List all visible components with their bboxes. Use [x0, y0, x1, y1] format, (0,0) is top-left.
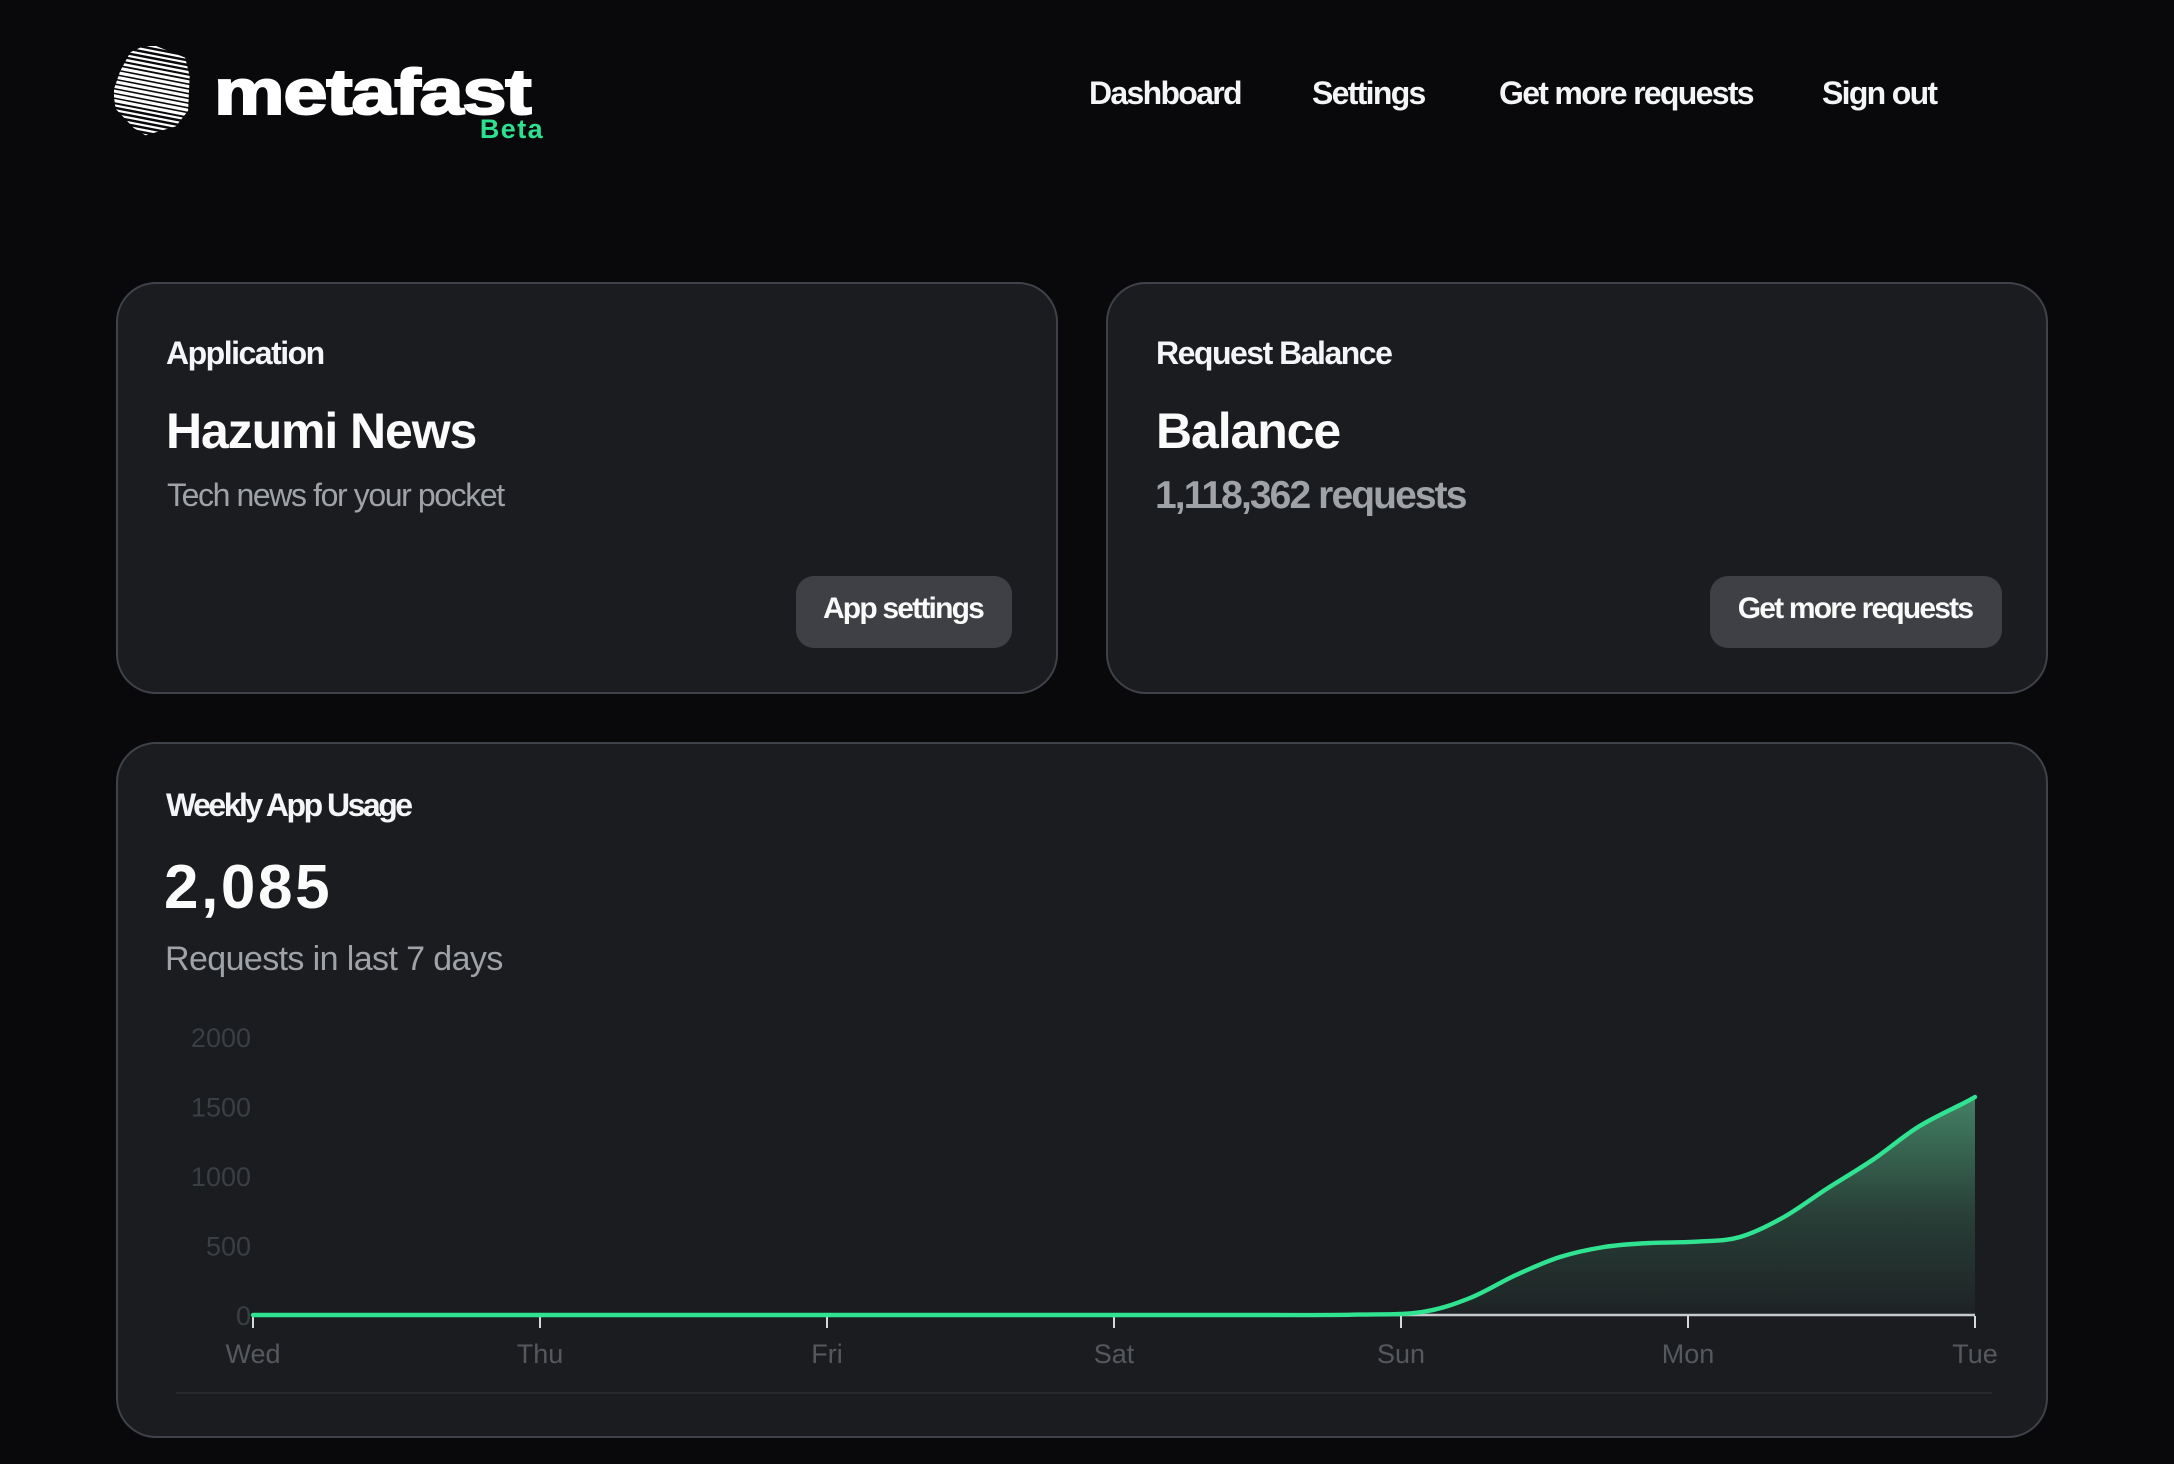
svg-text:Sun: Sun	[1377, 1339, 1425, 1369]
svg-text:Sat: Sat	[1094, 1339, 1135, 1369]
svg-text:Fri: Fri	[811, 1339, 842, 1369]
svg-text:Thu: Thu	[517, 1339, 564, 1369]
svg-text:500: 500	[206, 1231, 251, 1261]
svg-text:Tue: Tue	[1952, 1339, 1998, 1369]
svg-text:0: 0	[236, 1301, 251, 1331]
svg-text:Mon: Mon	[1662, 1339, 1715, 1369]
svg-text:1000: 1000	[191, 1162, 251, 1192]
svg-text:Wed: Wed	[225, 1339, 280, 1369]
svg-text:1500: 1500	[191, 1092, 251, 1122]
svg-text:2000: 2000	[191, 1023, 251, 1053]
